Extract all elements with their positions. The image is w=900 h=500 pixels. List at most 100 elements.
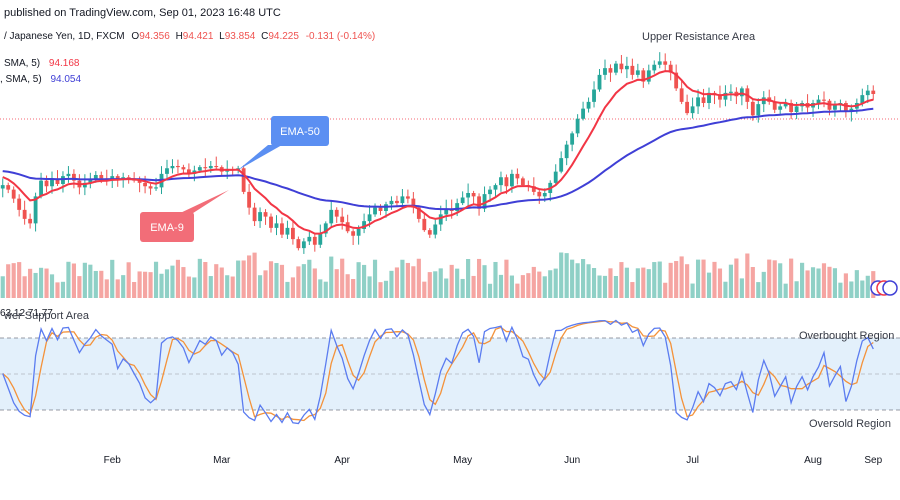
candle-body [148, 186, 153, 189]
volume-bar [542, 276, 547, 298]
high-label: H [176, 31, 183, 42]
candle-body [750, 101, 755, 116]
volume-bar [115, 279, 120, 298]
volume-bar [586, 264, 591, 298]
oversold-label: Oversold Region [809, 418, 891, 430]
volume-bar [838, 282, 843, 298]
ema9-callout-pointer [176, 190, 229, 215]
volume-bar [241, 260, 246, 298]
candle-body [663, 61, 668, 65]
candle-body [50, 178, 54, 187]
volume-bar [783, 283, 788, 298]
candle-body [723, 92, 728, 100]
volume-bar [367, 276, 372, 298]
candle-body [400, 196, 405, 204]
volume-bar [290, 277, 295, 298]
volume-bar [602, 275, 608, 298]
volume-bar [6, 264, 11, 298]
volume-bar [400, 259, 405, 298]
candle-body [126, 177, 131, 179]
candle-body [258, 212, 262, 222]
volume-bar [362, 264, 367, 298]
ema50-callout: EMA-50 [238, 116, 329, 170]
candle-body [71, 173, 76, 181]
volume-bar [690, 283, 695, 298]
candle-body [553, 171, 558, 183]
candle-body [657, 61, 662, 65]
indicator-badges [870, 280, 898, 296]
candle-body [531, 186, 536, 192]
ema50-line [2, 107, 874, 211]
overbought-label: Overbought Region [799, 330, 894, 342]
candle-body [564, 144, 569, 159]
volume-bar [378, 282, 383, 298]
volume-bar [55, 282, 60, 298]
x-axis: Feb Mar Apr May Jun Jul Aug Sep [104, 455, 883, 466]
candle-body [66, 173, 71, 177]
candle-body [356, 229, 361, 236]
ohlc-legend: / Japanese Yen, 1D, FXCM O94.356 H94.421… [4, 31, 375, 42]
candle-body [351, 231, 356, 236]
candle-body [630, 65, 635, 75]
volume-bar [854, 270, 859, 298]
ema9-callout: EMA-9 [140, 190, 229, 242]
candle-body [33, 196, 38, 224]
lower-support-label: wer Support Area [3, 310, 90, 322]
candle-body [312, 236, 317, 245]
candle-body [559, 158, 564, 172]
x-tick-label: Jul [686, 455, 699, 466]
candle-body [597, 74, 602, 90]
volume-bar [827, 266, 832, 298]
candle-body [603, 68, 607, 75]
volume-bar [356, 262, 361, 298]
stoch-k-line [2, 319, 874, 425]
volume-bar [756, 282, 761, 298]
candle-body [433, 224, 438, 235]
candle-body [586, 101, 591, 109]
candle-body [395, 200, 399, 204]
candle-body [252, 207, 257, 222]
volume-bar [444, 278, 449, 298]
volume-bar [230, 276, 235, 298]
volume-bar [843, 273, 848, 298]
candle-body [816, 99, 821, 103]
volume-bar [646, 269, 651, 298]
candle-body [99, 175, 104, 179]
volume-bar [630, 282, 635, 298]
volume-bar [170, 265, 175, 298]
symbol-label: / Japanese Yen, 1D, FXCM [4, 31, 125, 42]
candle-body [608, 68, 613, 73]
candle-body [504, 177, 509, 187]
volume-bar [88, 264, 93, 298]
candle-body [477, 196, 481, 209]
x-tick-label: Apr [334, 455, 350, 466]
volume-bar [641, 267, 646, 298]
candle-body [115, 176, 120, 180]
volume-bar [192, 277, 197, 298]
candle-body [499, 177, 503, 186]
volume-bar [608, 268, 613, 298]
volume-bar [110, 259, 115, 298]
candle-body [44, 180, 49, 187]
candle-body [411, 198, 416, 208]
candle-body [307, 236, 312, 242]
candle-body [39, 180, 43, 197]
candle-body [488, 189, 492, 195]
ma1-legend: SMA, 5) 94.168 [4, 58, 80, 69]
candle-body [515, 173, 520, 179]
volume-badge-icon [882, 280, 898, 296]
volume-bar [750, 267, 755, 298]
volume-bar [816, 268, 821, 298]
volume-bar [789, 258, 794, 298]
volume-bar [553, 268, 558, 298]
candle-body [652, 64, 657, 71]
candle-body [739, 88, 744, 97]
candle-body [575, 118, 580, 134]
volume-bar [383, 280, 389, 298]
volume-bar [372, 259, 378, 298]
volume-bar [82, 262, 87, 298]
candle-body [137, 180, 142, 183]
candle-body [340, 216, 345, 223]
volume-bar [712, 261, 717, 298]
